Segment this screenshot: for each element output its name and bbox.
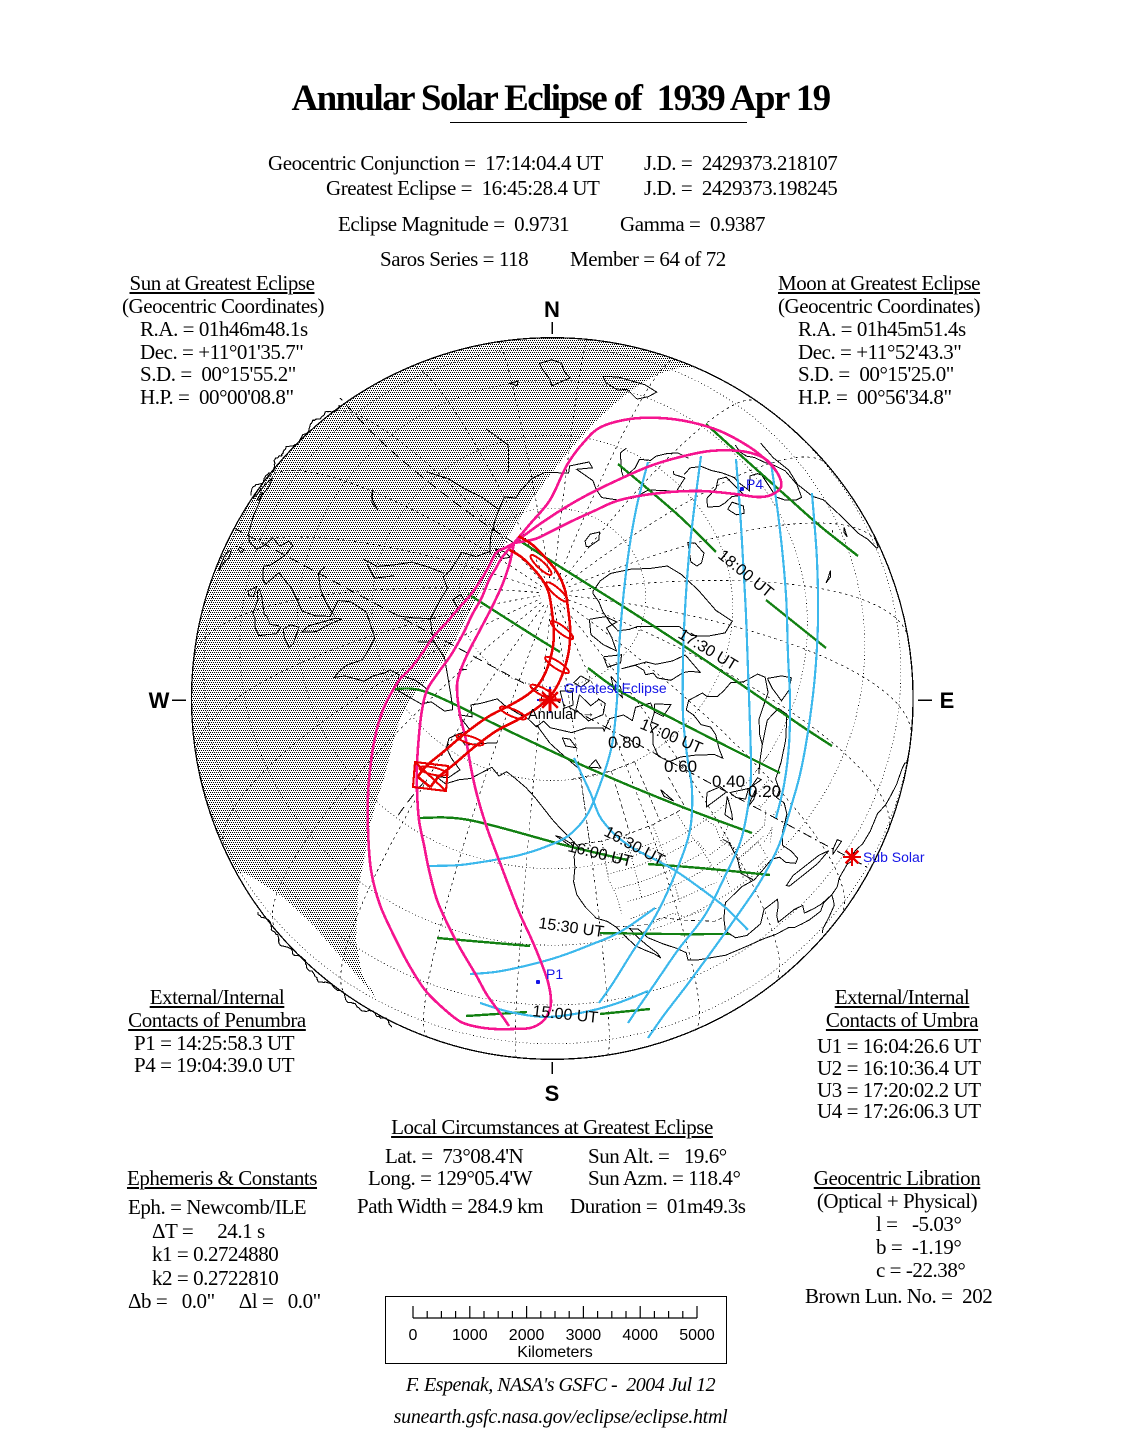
svg-text:E: E [940,688,955,713]
svg-text:0: 0 [409,1327,418,1344]
svg-text:N: N [544,297,560,322]
svg-text:S: S [545,1081,560,1106]
svg-text:→: → [582,705,595,720]
svg-text:P1: P1 [546,966,563,982]
svg-text:4000: 4000 [622,1327,658,1344]
svg-text:0.20: 0.20 [748,782,781,801]
svg-text:Kilometers: Kilometers [517,1344,593,1361]
svg-text:5000: 5000 [679,1327,715,1344]
svg-text:17:00 UT: 17:00 UT [637,716,704,757]
svg-text:P4: P4 [746,476,763,492]
svg-text:0.80: 0.80 [608,733,641,752]
svg-text:0.40: 0.40 [712,772,745,791]
svg-text:2000: 2000 [509,1327,545,1344]
svg-text:0.60: 0.60 [664,757,697,776]
svg-text:3000: 3000 [566,1327,602,1344]
svg-text:17:30 UT: 17:30 UT [675,626,740,675]
svg-text:Annular: Annular [528,707,578,723]
svg-text:W: W [149,688,170,713]
svg-text:1000: 1000 [452,1327,488,1344]
svg-text:15:30 UT: 15:30 UT [537,915,605,941]
svg-text:Greatest Eclipse: Greatest Eclipse [564,680,667,696]
svg-text:Sub Solar: Sub Solar [863,849,925,865]
svg-text:15:00 UT: 15:00 UT [532,1003,599,1027]
